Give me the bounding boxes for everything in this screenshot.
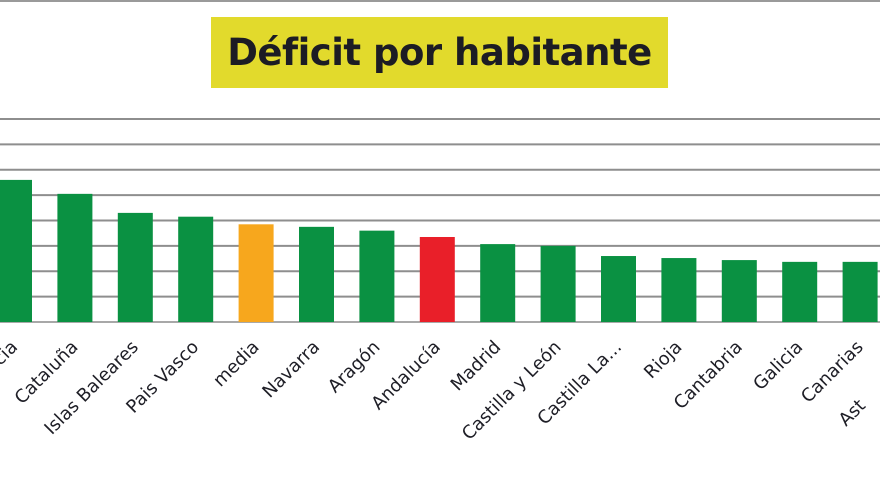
category-label: media xyxy=(209,337,264,392)
bar-6 xyxy=(299,226,334,322)
chart-title-box: Déficit por habitante xyxy=(211,17,668,88)
bar-4 xyxy=(178,216,214,322)
bar-12 xyxy=(661,258,697,322)
category-label: Galicia xyxy=(749,337,807,395)
bar-13 xyxy=(721,260,757,322)
category-label: Rioja xyxy=(640,337,686,383)
bars xyxy=(0,179,878,322)
bar-11 xyxy=(601,256,636,322)
bar-15 xyxy=(842,261,878,322)
category-label: Aragón xyxy=(324,337,385,398)
bar-7 xyxy=(359,230,395,322)
bar-5 xyxy=(238,224,274,322)
category-label: Navarra xyxy=(258,337,324,403)
chart-title: Déficit por habitante xyxy=(227,31,652,74)
bar-3 xyxy=(117,212,153,322)
bar-9 xyxy=(480,244,516,322)
bar-10 xyxy=(540,245,576,322)
category-label: Ast xyxy=(835,395,870,430)
top-border-line xyxy=(0,0,880,2)
category-label: cia xyxy=(0,337,22,370)
category-label: Madrid xyxy=(447,337,506,396)
bar-2 xyxy=(57,193,93,322)
bar-8 xyxy=(419,236,455,322)
bar-14 xyxy=(782,261,818,322)
category-label: Canarias xyxy=(797,337,868,408)
bar-1 xyxy=(0,179,32,322)
